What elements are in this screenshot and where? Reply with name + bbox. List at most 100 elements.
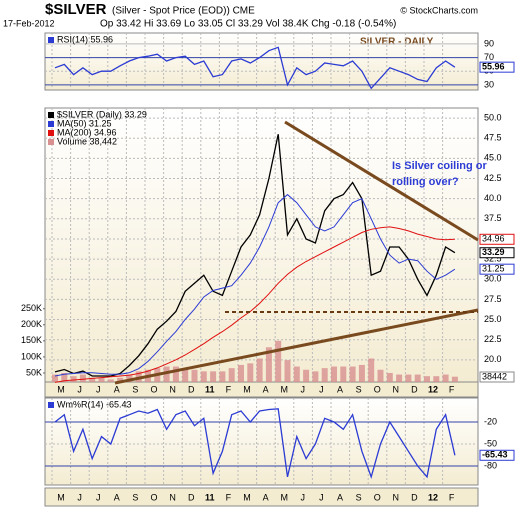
volume-bar [303, 369, 310, 382]
x-tick-label: J [96, 384, 101, 394]
y-tick-label: -80 [484, 460, 497, 470]
annotation: SILVER - DAILY [360, 37, 434, 48]
legend-swatch [48, 37, 54, 43]
y-tick-label: 47.5 [484, 133, 502, 143]
y2-tick-label: 50K [26, 367, 42, 377]
x-tick-label: F [449, 492, 455, 502]
x-tick-label: A [263, 492, 269, 502]
legend-swatch [48, 139, 54, 145]
volume-bar [312, 371, 319, 382]
x-tick-label: J [77, 384, 82, 394]
value-label: 33.29 [482, 247, 505, 257]
line [54, 408, 456, 480]
y-tick-label: 70 [484, 52, 494, 62]
y-tick-label: 30 [484, 79, 494, 89]
legend-label: Wm%R(14) -65.43 [57, 399, 132, 409]
volume-bar [275, 340, 282, 382]
volume-bar [265, 347, 272, 382]
annotation: Is Silver coiling or rolling over? [392, 160, 487, 188]
x-tick-label: A [337, 384, 343, 394]
y-tick-label: 45.0 [484, 153, 502, 163]
line [54, 226, 455, 383]
volume-bar [70, 376, 77, 382]
volume-bar [424, 376, 430, 382]
x-tick-label: O [374, 492, 381, 502]
y-tick-label: 37.5 [484, 213, 502, 223]
x-tick-label: D [411, 384, 418, 394]
x-tick-label: N [393, 384, 400, 394]
volume-bar [247, 363, 254, 382]
x-tick-label: 12 [428, 384, 438, 394]
x-tick-label: N [393, 492, 400, 502]
value-label: 31.25 [482, 264, 505, 274]
y-tick-label: 27.5 [484, 294, 502, 304]
x-tick-label: S [132, 384, 138, 394]
value-tag [479, 247, 515, 259]
y-tick-label: 22.5 [484, 334, 502, 344]
x-tick-label: M [280, 492, 288, 502]
month-strip [44, 487, 479, 507]
legend-swatch [48, 112, 54, 118]
volume-bar [386, 372, 393, 382]
chart-title: $SILVER [45, 1, 107, 18]
volume-bar [52, 374, 58, 382]
y-tick-label: 25.0 [484, 314, 502, 324]
volume-bar [293, 366, 300, 382]
x-tick-label: J [301, 492, 306, 502]
value-tag [479, 371, 515, 383]
value-tag [479, 449, 515, 461]
volume-bar [331, 366, 337, 382]
volume-bar [321, 368, 328, 382]
value-tag [479, 233, 515, 245]
x-tick-label: N [169, 384, 176, 394]
volume-bar [433, 376, 440, 382]
legend-label: $SILVER (Daily) 33.29 [57, 109, 147, 119]
volume-bar [89, 377, 96, 382]
y2-tick-label: 100K [21, 351, 42, 361]
y2-tick-label: 150K [21, 335, 42, 345]
quote: Op 33.42 Hi 33.69 Lo 33.05 Cl 33.29 Vol … [100, 19, 396, 30]
line [54, 193, 456, 377]
volume-bar [79, 374, 86, 382]
x-tick-label: O [374, 384, 381, 394]
volume-bar [191, 369, 198, 382]
volume-bar [349, 366, 356, 382]
date: 17-Feb-2012 [3, 18, 55, 28]
volume-bar [414, 374, 421, 382]
value-label: 34.96 [482, 234, 505, 244]
x-tick-label: J [96, 492, 101, 502]
y-tick-label: 50.0 [484, 112, 502, 122]
volume-bar [182, 368, 189, 382]
y-tick-label: 40.0 [484, 193, 502, 203]
volume-bar [358, 364, 365, 382]
x-tick-label: J [319, 492, 324, 502]
x-tick-label: O [150, 492, 157, 502]
volume-bar [368, 358, 375, 382]
volume-bar [405, 374, 412, 382]
x-tick-label: A [263, 384, 269, 394]
x-tick-label: M [57, 492, 65, 502]
volume-bar [200, 371, 207, 382]
legend-swatch [48, 402, 54, 408]
x-tick-label: 11 [205, 492, 215, 502]
line [54, 46, 456, 90]
volume-bar [126, 374, 133, 382]
x-tick-label: A [114, 384, 120, 394]
volume-bar [377, 369, 384, 382]
y-tick-label: 42.5 [484, 173, 502, 183]
legend-label: MA(200) 34.96 [57, 127, 117, 137]
x-tick-label: 12 [428, 492, 438, 502]
value-label: -65.43 [482, 450, 508, 460]
legend-swatch [48, 121, 54, 127]
volume-bar [117, 377, 124, 382]
y-tick-label: 30.0 [484, 274, 502, 284]
trendline [114, 308, 479, 385]
y-tick-label: 90 [484, 38, 494, 48]
x-tick-label: J [77, 492, 82, 502]
y2-tick-label: 200K [21, 319, 42, 329]
x-tick-label: J [301, 384, 306, 394]
x-tick-label: A [337, 492, 343, 502]
volume-bar [61, 372, 68, 382]
